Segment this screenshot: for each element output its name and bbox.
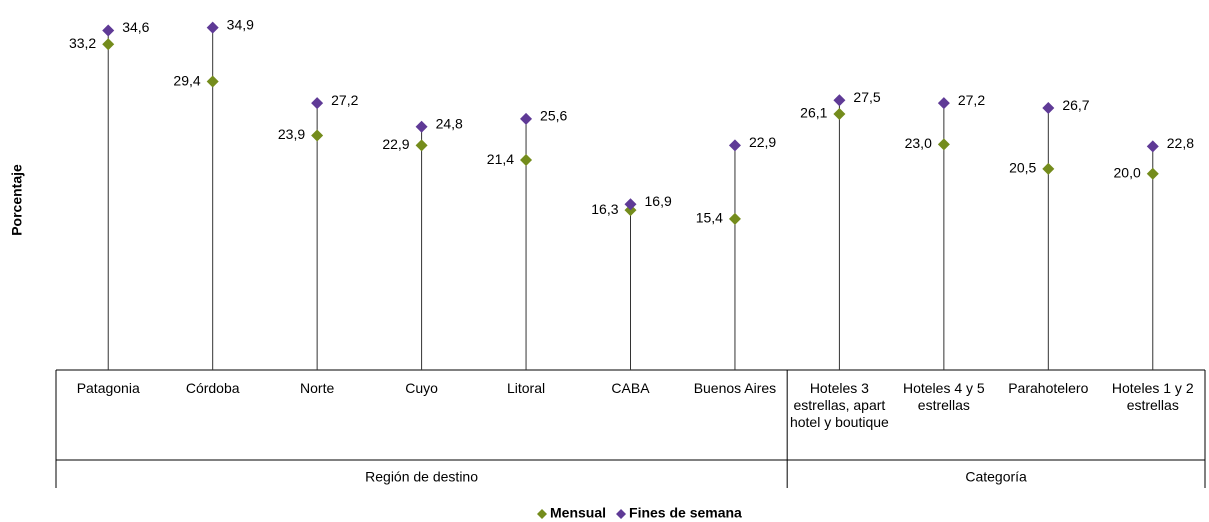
x-tick-label: CABA bbox=[611, 380, 650, 396]
x-tick-label-text: Norte bbox=[300, 380, 335, 396]
data-label: 20,5 bbox=[1009, 160, 1036, 176]
data-label: 25,6 bbox=[540, 108, 567, 124]
x-tick-label-text: Patagonia bbox=[76, 380, 140, 396]
point bbox=[624, 198, 637, 211]
point bbox=[311, 97, 324, 110]
x-tick-label: Parahotelero bbox=[1008, 380, 1089, 396]
data-label: 26,7 bbox=[1062, 97, 1089, 113]
x-tick-label-text: Buenos Aires bbox=[693, 380, 777, 396]
data-label: 21,4 bbox=[487, 151, 514, 167]
data-label: 15,4 bbox=[696, 210, 723, 226]
data-label: 22,9 bbox=[382, 136, 409, 152]
x-tick-label: Hoteles 1 y 2 estrellas bbox=[1111, 380, 1194, 413]
x-tick-label-text: Cuyo bbox=[405, 380, 438, 396]
point bbox=[206, 21, 219, 34]
data-label: 27,2 bbox=[331, 92, 358, 108]
x-tick-label-text: Litoral bbox=[506, 380, 546, 396]
x-tick-label-text: Córdoba bbox=[185, 380, 240, 396]
point bbox=[1042, 162, 1055, 175]
x-tick-label: Córdoba bbox=[185, 380, 240, 396]
legend-marker bbox=[616, 509, 627, 519]
point bbox=[937, 97, 950, 110]
point bbox=[520, 154, 533, 167]
data-label: 33,2 bbox=[69, 35, 96, 51]
x-tick-label: Litoral bbox=[506, 380, 546, 396]
y-axis-label: Porcentaje bbox=[9, 164, 25, 236]
point bbox=[102, 38, 115, 51]
x-tick-label-text: Hoteles 4 y 5 estrellas bbox=[902, 380, 985, 413]
point bbox=[415, 120, 428, 133]
data-label: 27,2 bbox=[958, 92, 985, 108]
data-label: 29,4 bbox=[173, 72, 200, 88]
point bbox=[728, 139, 741, 152]
point bbox=[1042, 102, 1055, 115]
data-label: 22,9 bbox=[749, 134, 776, 150]
group-label: Categoría bbox=[965, 469, 1027, 485]
data-label: 16,3 bbox=[591, 201, 618, 217]
point bbox=[1146, 140, 1159, 153]
point bbox=[415, 139, 428, 152]
data-label: 22,8 bbox=[1167, 135, 1194, 151]
group-label: Región de destino bbox=[365, 469, 478, 485]
legend-marker bbox=[537, 509, 547, 519]
x-tick-label: Patagonia bbox=[76, 380, 140, 396]
data-label: 27,5 bbox=[853, 89, 880, 105]
point bbox=[102, 24, 115, 37]
x-tick-label-text: Hoteles 3 estrellas, apart hotel y bouti… bbox=[789, 380, 889, 430]
data-label: 34,6 bbox=[122, 19, 149, 35]
data-label: 26,1 bbox=[800, 105, 827, 121]
data-label: 23,9 bbox=[278, 126, 305, 142]
point bbox=[937, 138, 950, 151]
x-tick-label-text: Parahotelero bbox=[1008, 380, 1089, 396]
x-tick-label: Norte bbox=[300, 380, 335, 396]
x-tick-label-text: CABA bbox=[611, 380, 650, 396]
data-label: 20,0 bbox=[1114, 164, 1141, 180]
data-label: 34,9 bbox=[227, 16, 254, 32]
data-label: 23,0 bbox=[905, 135, 932, 151]
point bbox=[728, 212, 741, 225]
x-tick-label: Cuyo bbox=[405, 380, 438, 396]
point bbox=[206, 75, 219, 88]
point bbox=[311, 129, 324, 142]
data-label: 24,8 bbox=[436, 115, 463, 131]
data-label: 16,9 bbox=[645, 193, 672, 209]
point bbox=[1146, 167, 1159, 180]
x-tick-label: Hoteles 4 y 5 estrellas bbox=[902, 380, 985, 413]
x-tick-label: Buenos Aires bbox=[693, 380, 777, 396]
point bbox=[833, 107, 846, 120]
legend-label: Fines de semana bbox=[629, 505, 742, 521]
legend-label: Mensual bbox=[550, 505, 606, 521]
x-tick-label-text: Hoteles 1 y 2 estrellas bbox=[1111, 380, 1194, 413]
x-tick-label: Hoteles 3 estrellas, apart hotel y bouti… bbox=[789, 380, 889, 430]
point bbox=[833, 94, 846, 107]
point bbox=[520, 112, 533, 125]
